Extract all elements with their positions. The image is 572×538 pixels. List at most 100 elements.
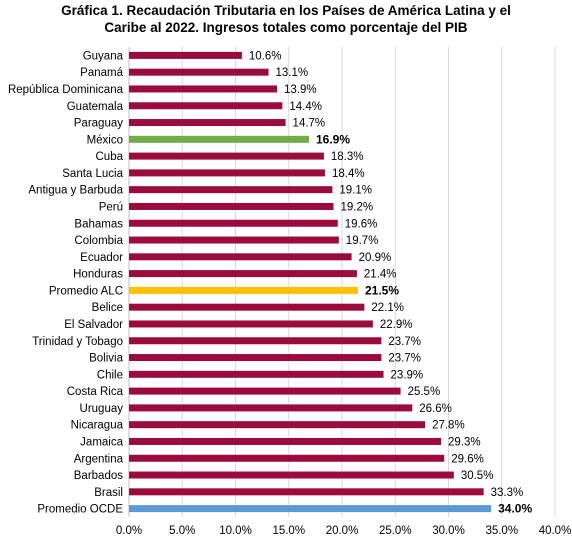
category-labels: Guyana Panamá República Dominicana Guatemal… (8, 50, 124, 515)
category-label: Paraguay (74, 118, 123, 130)
category-label: Promedio ALC (49, 285, 123, 297)
x-tick-label: 30.0% (432, 525, 465, 537)
data-label: 16.9% (316, 132, 350, 146)
category-label: Chile (97, 369, 123, 381)
category-label: Promedio OCDE (37, 504, 123, 516)
data-label: 18.4% (332, 168, 365, 180)
data-label: 30.5% (461, 470, 494, 482)
data-label: 19.6% (345, 218, 378, 230)
bar (129, 253, 352, 261)
data-label: 14.7% (293, 118, 326, 130)
bar (129, 387, 401, 395)
bar (129, 135, 309, 143)
category-label: Belice (92, 302, 123, 314)
x-tick-labels: 0.0% 5.0% 10.0% 15.0% 20.0% 25.0% 30.0% 35.0% 40… (116, 525, 571, 537)
bar (129, 337, 382, 345)
data-label: 14.4% (289, 101, 322, 113)
bar (129, 85, 278, 93)
category-label: Guatemala (67, 101, 124, 113)
x-tick-label: 20.0% (326, 525, 359, 537)
bar (129, 286, 358, 294)
category-label: Costa Rica (67, 386, 124, 398)
chart-title-line-2: Caribe al 2022. Ingresos totales como po… (104, 20, 468, 35)
bar (129, 354, 382, 362)
data-label: 23.7% (388, 336, 421, 348)
x-tick-label: 15.0% (272, 525, 305, 537)
data-label: 29.6% (451, 453, 484, 465)
data-label: 26.6% (419, 403, 452, 415)
bar (129, 51, 242, 59)
data-label: 21.4% (364, 269, 397, 281)
data-label: 22.9% (380, 319, 413, 331)
category-label: Antigua y Barbuda (28, 185, 123, 197)
category-label: Ecuador (80, 252, 123, 264)
bar (129, 68, 269, 76)
category-label: Trinidad y Tobago (32, 336, 123, 348)
category-label: Panamá (80, 67, 123, 79)
x-tick-label: 0.0% (116, 525, 142, 537)
data-label: 23.9% (391, 369, 424, 381)
bars (129, 51, 492, 513)
x-tick-label: 10.0% (219, 525, 252, 537)
bar (129, 236, 339, 244)
category-label: Brasil (94, 487, 123, 499)
bar (129, 102, 283, 110)
bar (129, 370, 384, 378)
data-label: 33.3% (491, 487, 524, 499)
bar (129, 454, 445, 462)
category-label: Nicaragua (71, 420, 124, 432)
data-label: 20.9% (359, 252, 392, 264)
bar (129, 169, 325, 177)
data-label: 19.1% (339, 185, 372, 197)
bar (129, 270, 357, 278)
data-label: 25.5% (408, 386, 441, 398)
category-label: Bahamas (74, 218, 123, 230)
data-label: 34.0% (498, 502, 532, 516)
data-label: 27.8% (432, 420, 465, 432)
bar (129, 437, 442, 445)
data-label: 29.3% (448, 436, 481, 448)
x-tick-label: 35.0% (485, 525, 518, 537)
data-label: 23.7% (388, 353, 421, 365)
category-label: Barbados (74, 470, 123, 482)
category-label: Argentina (74, 453, 124, 465)
x-tick-label: 5.0% (169, 525, 195, 537)
bar (129, 303, 365, 311)
category-label: Santa Lucia (62, 168, 123, 180)
bar (129, 119, 286, 127)
bar (129, 471, 454, 479)
data-label: 10.6% (249, 50, 282, 62)
category-label: Perú (99, 201, 123, 213)
category-label: Cuba (96, 151, 124, 163)
category-label: México (87, 134, 123, 146)
category-label: Colombia (74, 235, 123, 247)
bar (129, 186, 333, 194)
bar (129, 488, 484, 496)
bar (129, 421, 426, 429)
category-label: Jamaica (80, 436, 123, 448)
data-label: 19.7% (346, 235, 379, 247)
bar (129, 219, 338, 227)
data-label: 21.5% (365, 283, 399, 297)
grid-lines (128, 47, 556, 517)
data-label: 18.3% (331, 151, 364, 163)
x-tick-label: 40.0% (539, 525, 572, 537)
value-labels: 10.6% 13.1% 13.9% 14.4% 14.7% 16.9% 18.3% 18.4%… (249, 50, 533, 515)
bar (129, 505, 492, 513)
bar (129, 404, 413, 412)
category-label: Bolivia (89, 353, 123, 365)
category-label: Uruguay (80, 403, 124, 415)
data-label: 22.1% (371, 302, 404, 314)
chart-title: Gráfica 1. Recaudación Tributaria en los… (0, 2, 572, 36)
bar (129, 320, 373, 328)
bar (129, 202, 334, 210)
chart-title-line-1: Gráfica 1. Recaudación Tributaria en los… (61, 3, 511, 18)
bar (129, 152, 324, 160)
category-label: República Dominicana (8, 84, 124, 96)
category-label: Honduras (73, 269, 123, 281)
x-tick-label: 25.0% (379, 525, 412, 537)
category-label: El Salvador (64, 319, 123, 331)
data-label: 19.2% (340, 201, 373, 213)
data-label: 13.1% (276, 67, 309, 79)
